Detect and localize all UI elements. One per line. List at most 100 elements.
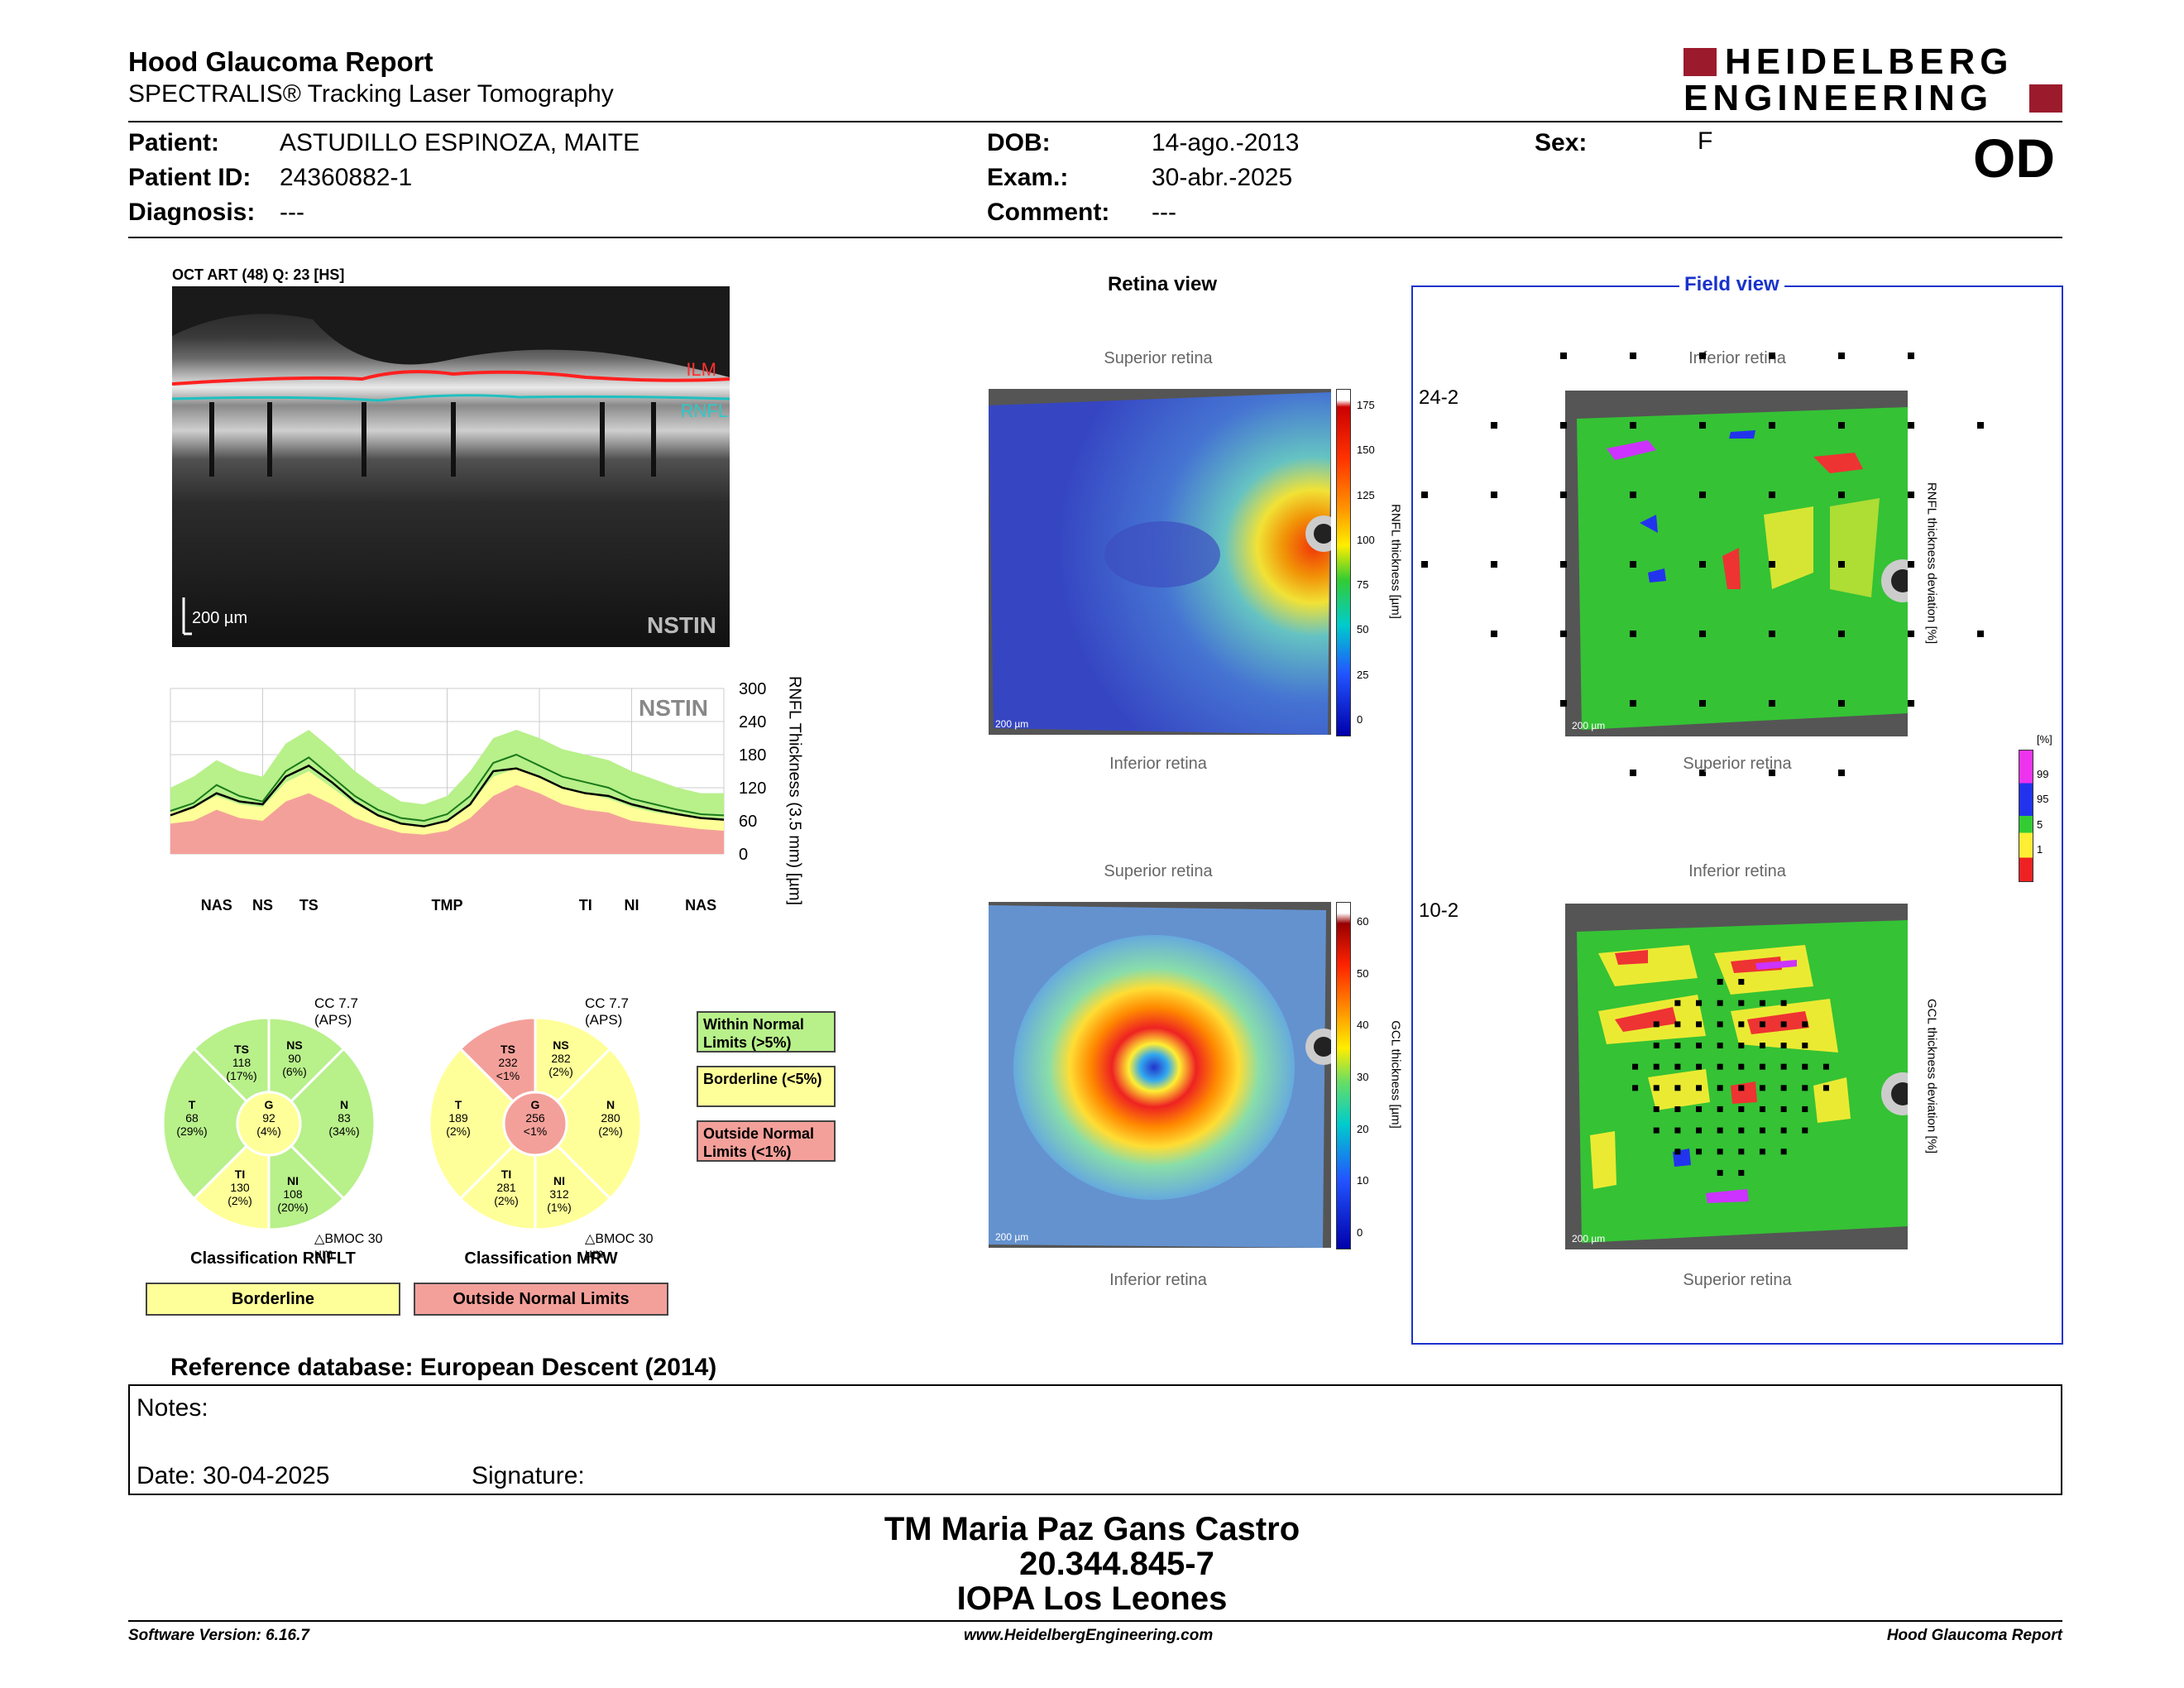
profile-xtick: TI [579, 897, 592, 914]
test-point [1769, 492, 1775, 498]
legend-borderline: Borderline (<5%) [697, 1066, 836, 1107]
test-point [1696, 1021, 1703, 1028]
profile-series-line [170, 753, 725, 822]
logo-square-top [1684, 48, 1717, 76]
pct-colorbar-ticks: 99 95 5 1 [2037, 750, 2062, 880]
profile-xtick: TMP [432, 897, 463, 914]
test-point [1769, 700, 1775, 707]
notes-box[interactable]: Notes: Date: 30-04-2025 Signature: [128, 1384, 2062, 1495]
triangle-icon: △ [585, 1232, 596, 1246]
eye-label: OD [1973, 127, 2055, 189]
test-point [1802, 1105, 1808, 1112]
test-point [1696, 1063, 1703, 1070]
test-point [1759, 1149, 1765, 1155]
profile-ytick: 60 [739, 813, 757, 831]
test-point [1908, 352, 1914, 359]
test-point [1491, 561, 1497, 568]
test-point [1822, 1085, 1829, 1091]
comment: --- [1152, 199, 1176, 226]
profile-xtick: NAS [201, 897, 232, 914]
rnfl-thickness-map: 200 µm [989, 389, 1331, 735]
header-divider [128, 121, 2062, 122]
test-point [1696, 1105, 1703, 1112]
rnfl-map-scale: 200 µm [995, 718, 1029, 730]
reference-database: Reference database: European Descent (20… [170, 1354, 717, 1381]
test-point [1738, 1127, 1745, 1134]
test-point [1674, 1021, 1681, 1028]
test-point [1421, 492, 1428, 498]
test-point [1630, 492, 1636, 498]
test-point [1759, 1063, 1765, 1070]
profile-ylabel-text: RNFL Thickness (3.5 mm) [µm] [785, 675, 804, 906]
mrw-global-sector [502, 1091, 568, 1157]
report-title: Hood Glaucoma Report [128, 46, 433, 77]
test-point [1491, 631, 1497, 637]
test-point [1491, 422, 1497, 429]
pct-tick: 5 [2037, 818, 2043, 831]
test-point [1780, 1043, 1787, 1049]
retina-bottom-inferior: Inferior retina [1109, 1271, 1207, 1289]
test-point [1780, 1000, 1787, 1006]
triangle-icon: △ [314, 1232, 325, 1246]
test-point [1838, 770, 1845, 776]
logo-square-bottom [2029, 84, 2062, 113]
mrw-ti-sector: TI 281 (2%) [494, 1168, 519, 1207]
mrw-sector-circle [428, 1016, 643, 1231]
field-top-inferior: Inferior retina [1688, 349, 1786, 367]
profile-xtick: TS [299, 897, 318, 914]
test-point [1738, 1169, 1745, 1176]
rnfl-classification-title: Classification RNFLT [190, 1249, 356, 1268]
test-point [1838, 561, 1845, 568]
profile-ytick: 0 [739, 846, 748, 864]
test-point [1908, 492, 1914, 498]
rnfl-colorbar [1336, 389, 1351, 736]
test-point [1717, 1085, 1723, 1091]
test-point [1653, 1021, 1660, 1028]
footer-url[interactable]: www.HeidelbergEngineering.com [964, 1627, 1214, 1644]
test-point [1838, 700, 1845, 707]
test-point [1822, 1063, 1829, 1070]
profile-ytick: 240 [739, 713, 766, 731]
software-version: Software Version: 6.16.7 [128, 1627, 309, 1644]
test-point [1759, 1085, 1765, 1091]
test-point [1653, 1043, 1660, 1049]
test-point [1717, 1127, 1723, 1134]
test-point [1699, 422, 1706, 429]
field-label-10-2: 10-2 [1419, 899, 1459, 922]
test-point [1759, 1105, 1765, 1112]
pct-tick: 1 [2037, 843, 2043, 856]
mrw-t-sector: T 189 (2%) [446, 1098, 471, 1138]
test-point [1674, 1000, 1681, 1006]
test-point [1560, 631, 1567, 637]
signer-name: TM Maria Paz Gans Castro [884, 1511, 1300, 1547]
rnfl-label: RNFL [680, 400, 728, 421]
test-point [1769, 352, 1775, 359]
field-label-24-2: 24-2 [1419, 386, 1459, 409]
rnfl-profile-svg: 300 240 180 120 60 0 NAS NS TS TMP TI NI NAS [170, 680, 766, 914]
test-point [1780, 1063, 1787, 1070]
test-point [1738, 1085, 1745, 1091]
rnfl-colorbar-label: RNFL thickness [µm] [1383, 389, 1408, 735]
test-point [1653, 1127, 1660, 1134]
test-point [1977, 422, 1984, 429]
test-point [1630, 561, 1636, 568]
footer-report-name: Hood Glaucoma Report [1886, 1627, 2062, 1644]
colorbar-tick: 75 [1357, 578, 1369, 592]
field-bottom-superior: Superior retina [1683, 1271, 1792, 1289]
exam-label: Exam.: [987, 164, 1069, 191]
test-point [1717, 1000, 1723, 1006]
sex: F [1698, 127, 1713, 155]
test-point [1738, 1063, 1745, 1070]
test-point [1560, 352, 1567, 359]
profile-xtick: NS [252, 897, 273, 914]
test-point [1630, 700, 1636, 707]
colorbar-tick: 175 [1357, 399, 1375, 411]
field-24-2-test-points [1421, 352, 1984, 776]
footer-divider [128, 1620, 2062, 1622]
retina-view-title: Retina view [1107, 273, 1218, 295]
test-point [1630, 352, 1636, 359]
colorbar-tick: 30 [1357, 1071, 1369, 1083]
test-point [1696, 1149, 1703, 1155]
mrw-ts-sector: TS 232 <1% [496, 1043, 520, 1082]
test-point [1699, 700, 1706, 707]
